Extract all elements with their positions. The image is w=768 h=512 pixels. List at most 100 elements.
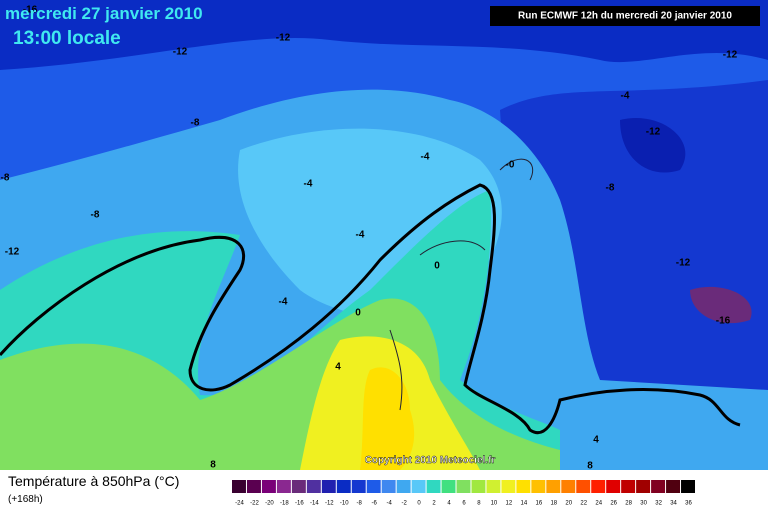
legend-label: -20 [265,501,274,507]
legend-swatch [396,480,411,493]
legend-swatch [381,480,396,493]
contour-label: 4 [593,435,599,446]
run-box [490,6,760,26]
legend-swatch [441,480,456,493]
legend-label: 28 [625,501,632,507]
legend-label: 30 [640,501,647,507]
forecast-date: mercredi 27 janvier 2010 [5,4,203,23]
legend-swatch [306,480,321,493]
forecast-time: 13:00 locale [13,28,121,49]
contour-label: -8 [1,173,10,184]
coastlines [389,158,534,411]
legend-label: -6 [372,501,378,507]
contour-label: 8 [210,460,216,471]
legend-label: 14 [521,501,528,507]
legend-swatch [291,480,306,493]
contour-label: -12 [5,247,20,258]
lead-time: (+168h) [8,494,43,505]
legend-swatch [576,480,591,493]
legend-label: 2 [432,501,436,507]
legend-label: 24 [595,501,602,507]
legend-label: 0 [417,501,421,507]
legend-swatch [546,480,561,493]
legend-swatch [246,480,261,493]
legend-label: 4 [447,501,451,507]
legend-label: 22 [580,501,587,507]
legend-swatch [426,480,441,493]
legend-swatch [471,480,486,493]
legend-swatch [456,480,471,493]
legend-label: 8 [477,501,481,507]
legend-label: -10 [340,501,349,507]
contour-label: 4 [335,362,341,373]
zero-isotherm [0,183,741,434]
legend-label: -24 [235,501,244,507]
contour-label: -12 [173,47,188,58]
legend-swatch [606,480,621,493]
contour-label: 8 [587,461,593,472]
legend-swatch [666,480,681,493]
legend-label: 20 [565,501,572,507]
legend-swatch [516,480,531,493]
legend-swatch [531,480,546,493]
footer-title: Température à 850hPa (°C) [8,473,179,489]
contour-label: -0 [506,160,515,171]
run-info: Run ECMWF 12h du mercredi 20 janvier 201… [518,11,732,22]
legend-swatch [276,480,291,493]
legend-swatch [591,480,606,493]
contour-label: 0 [355,308,361,319]
contour-labels: -16 -12 -12 -12 -8 -8 -8 -12 -4 -4 -4 -4 -4 -12 -8 -12 -… [1,5,738,472]
legend-swatch [232,480,246,493]
contour-label: -4 [421,152,430,163]
legend-swatch [351,480,366,493]
contour-label: -4 [279,297,288,308]
legend-label: 6 [462,501,466,507]
contour-label: -4 [304,179,313,190]
legend-swatch [366,480,381,493]
legend-swatch [336,480,351,493]
contour-label: -16 [716,316,731,327]
legend-label: 16 [535,501,542,507]
legend-swatch [636,480,651,493]
legend-label: 26 [610,501,617,507]
legend-swatch [321,480,336,493]
legend-label: -2 [401,501,407,507]
legend-label: 34 [670,501,677,507]
legend-label: 12 [506,501,513,507]
contour-label: -8 [191,118,200,129]
legend-label: -18 [280,501,289,507]
legend-swatch [486,480,501,493]
legend-label: -14 [310,501,319,507]
contour-label: -4 [356,230,365,241]
contour-label: 0 [434,261,440,272]
cold-core-east [690,286,752,324]
legend-swatch [501,480,516,493]
legend: -24 -22 -20 -18 -16 -14 -12 -10 -8 -6 -4 -2 0 2 4 6 8 10 1… [232,480,695,507]
legend-label: 10 [491,501,498,507]
legend-label: 36 [685,501,692,507]
contour-label: -12 [723,50,738,61]
legend-label: -22 [250,501,259,507]
contour-label: -12 [676,258,691,269]
legend-label: -4 [386,501,392,507]
contour-label: -4 [621,91,630,102]
legend-swatch [411,480,426,493]
legend-swatch [621,480,636,493]
legend-swatch [681,480,695,493]
contour-label: -12 [276,33,291,44]
legend-label: -8 [357,501,363,507]
contour-label: -16 [23,5,38,16]
cold-core [620,118,686,173]
legend-label: -12 [325,501,334,507]
contour-label: -8 [91,210,100,221]
copyright: Copyright 2010 Meteociel.fr [365,455,496,466]
legend-label: -16 [295,501,304,507]
legend-swatch [261,480,276,493]
legend-swatch [561,480,576,493]
legend-label: 18 [550,501,557,507]
contour-label: -8 [606,183,615,194]
legend-label: 32 [655,501,662,507]
warmest-zone [360,367,415,470]
contour-label: -12 [646,127,661,138]
